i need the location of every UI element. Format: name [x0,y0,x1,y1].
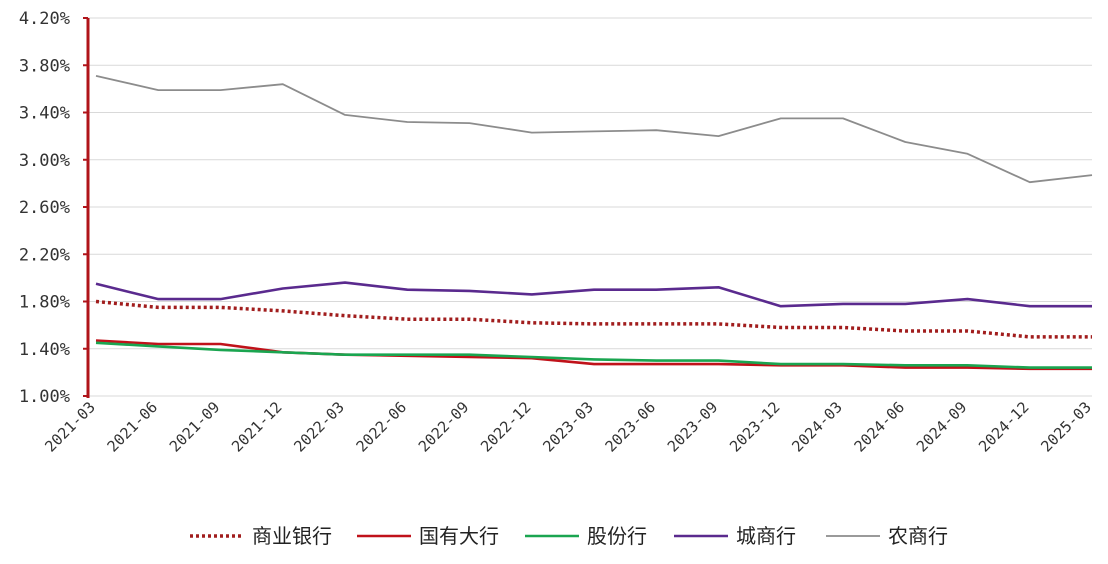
x-tick-label: 2022-12 [477,398,534,455]
x-tick-label: 2021-06 [104,398,161,455]
y-tick-label: 1.00% [19,387,70,407]
y-tick-label: 3.80% [19,56,70,76]
series-line-3 [95,281,1092,308]
y-tick-label: 2.60% [19,198,70,218]
legend-label: 农商行 [888,524,948,548]
x-tick-label: 2024-09 [913,398,970,455]
y-tick-label: 1.80% [19,293,70,313]
x-tick-label: 2024-03 [788,398,845,455]
x-tick-label: 2023-12 [726,398,783,455]
legend: 商业银行 国有大行 股份行 城商行 农商行 [190,524,948,548]
series-line-4 [95,75,1093,184]
x-tick-label: 2022-06 [353,398,410,455]
x-tick-label: 2021-12 [228,398,285,455]
x-axis-ticks: 2021-03 2021-06 2021-09 2021-12 2022-03 2022-… [41,398,1094,455]
x-tick-label: 2021-09 [166,398,223,455]
x-tick-label: 2023-06 [602,398,659,455]
legend-label: 城商行 [736,524,796,548]
y-axis-ticks: 1.00% 1.40% 1.80% 2.20% 2.60% 3.00% 3.40% 3.80%… [19,9,70,407]
x-tick-label: 2025-03 [1037,398,1094,455]
series-line-0 [95,299,1092,339]
y-tick-label: 3.40% [19,104,70,124]
x-tick-label: 2024-12 [975,398,1032,455]
x-tick-label: 2022-03 [290,398,347,455]
x-tick-label: 2024-06 [851,398,908,455]
x-tick-label: 2022-09 [415,398,472,455]
legend-label: 股份行 [587,524,647,548]
gridlines [83,17,1092,397]
series-line-1 [95,339,1092,371]
y-tick-label: 4.20% [19,9,70,29]
y-tick-label: 3.00% [19,151,70,171]
y-tick-label: 2.20% [19,245,70,265]
series-lines [95,75,1093,371]
x-tick-label: 2023-03 [539,398,596,455]
y-tick-label: 1.40% [19,340,70,360]
legend-label: 国有大行 [419,524,499,548]
legend-label: 商业银行 [252,524,332,548]
x-tick-label: 2023-09 [664,398,721,455]
series-line-2 [95,341,1092,369]
